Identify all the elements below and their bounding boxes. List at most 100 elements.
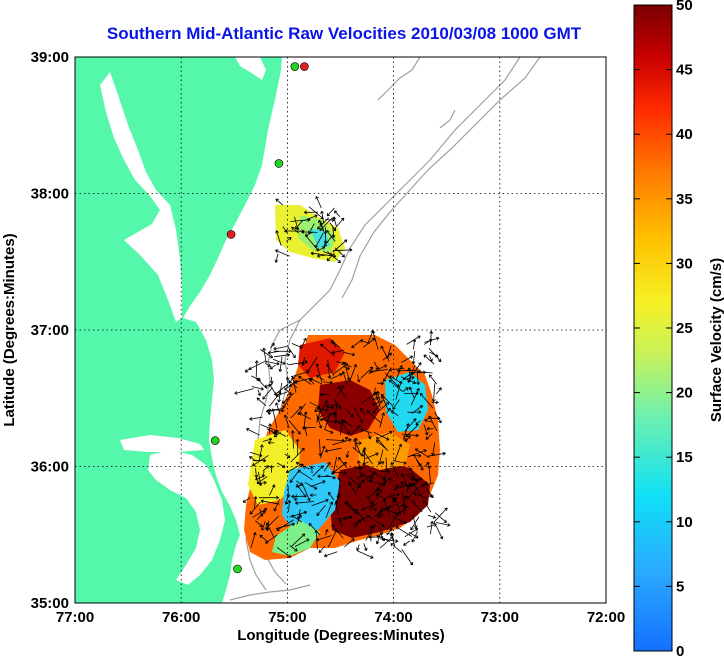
velocity-arrow	[320, 210, 324, 223]
velocity-arrow	[379, 412, 385, 428]
velocity-arrow	[301, 482, 311, 502]
velocity-arrow	[427, 465, 432, 484]
velocity-arrow	[390, 532, 396, 547]
velocity-arrow	[261, 520, 266, 531]
velocity-arrow	[409, 370, 427, 375]
x-tick-label: 76:00	[162, 609, 200, 626]
velocity-arrow	[434, 512, 447, 523]
velocity-arrow	[291, 226, 299, 234]
velocity-arrow	[266, 522, 275, 538]
velocity-arrow	[290, 218, 311, 222]
velocity-arrow	[258, 495, 280, 500]
velocity-arrow	[393, 485, 405, 491]
velocity-arrow	[337, 385, 348, 399]
velocity-arrow	[331, 349, 344, 355]
velocity-arrow	[311, 498, 329, 507]
velocity-field	[244, 205, 440, 560]
velocity-arrow	[375, 534, 381, 545]
velocity-arrow	[323, 551, 338, 558]
velocity-arrow	[403, 540, 410, 546]
velocity-arrow	[291, 343, 303, 349]
velocity-arrow	[407, 482, 417, 487]
velocity-arrow	[334, 210, 341, 217]
velocity-arrow	[375, 489, 382, 500]
velocity-arrow	[315, 407, 329, 412]
velocity-arrow	[408, 472, 419, 482]
velocity-arrow	[288, 360, 308, 366]
y-tick-label: 37:00	[31, 322, 69, 339]
velocity-arrow	[249, 416, 263, 421]
velocity-arrow	[326, 438, 345, 443]
velocity-arrow	[334, 493, 341, 506]
velocity-arrow	[325, 501, 334, 519]
velocity-arrow	[319, 221, 325, 232]
velocity-arrow	[297, 469, 313, 481]
y-tick-label: 39:00	[31, 49, 69, 66]
velocity-arrow	[423, 338, 433, 345]
station-marker-red	[226, 230, 236, 239]
velocity-arrow	[319, 217, 333, 231]
velocity-arrow	[423, 354, 435, 365]
velocity-arrow	[249, 451, 263, 458]
velocity-arrow	[386, 528, 393, 536]
velocity-arrow	[252, 455, 269, 467]
velocity-arrow	[367, 431, 372, 440]
velocity-arrow	[270, 342, 275, 349]
chart-title: Southern Mid-Atlantic Raw Velocities 201…	[107, 24, 582, 43]
velocity-arrow	[395, 526, 413, 537]
velocity-arrow	[269, 484, 276, 496]
station-marker-green	[210, 436, 220, 445]
velocity-arrow	[365, 524, 376, 541]
velocity-arrow	[416, 367, 420, 385]
velocity-arrow	[375, 493, 383, 499]
velocity-arrow	[411, 499, 423, 513]
velocity-arrow	[426, 488, 434, 499]
velocity-arrow	[294, 538, 310, 547]
velocity-arrow	[276, 546, 292, 558]
velocity-arrow	[296, 509, 301, 520]
velocity-arrow	[407, 410, 422, 414]
velocity-arrow	[378, 449, 384, 465]
velocity-arrow	[290, 370, 310, 378]
velocity-arrow	[393, 496, 400, 511]
velocity-arrow	[361, 502, 379, 511]
colorbar-tick-label: 20	[676, 385, 693, 402]
colorbar-tick-label: 15	[676, 449, 693, 466]
velocity-arrow	[265, 515, 279, 530]
velocity-arrow	[395, 380, 403, 400]
velocity-arrow	[242, 497, 251, 503]
velocity-arrow	[248, 360, 267, 370]
velocity-arrow	[330, 373, 343, 380]
velocity-arrow	[394, 443, 403, 462]
velocity-arrow	[321, 400, 328, 411]
velocity-arrow	[406, 483, 412, 490]
velocity-arrow	[324, 447, 342, 453]
velocity-arrow	[390, 494, 396, 503]
velocity-arrow	[291, 533, 306, 547]
velocity-arrow	[253, 496, 258, 509]
velocity-arrow	[278, 356, 283, 372]
velocity-arrow	[353, 406, 363, 423]
velocity-arrow	[259, 508, 264, 517]
velocity-arrow	[373, 361, 379, 370]
velocity-arrow	[384, 457, 389, 472]
velocity-arrow	[427, 451, 446, 457]
velocity-arrow	[288, 375, 297, 384]
velocity-arrow	[388, 477, 393, 484]
velocity-arrow	[303, 210, 319, 215]
velocity-arrow	[325, 404, 337, 408]
velocity-arrow	[254, 468, 259, 478]
velocity-arrow	[268, 423, 272, 434]
velocity-arrow	[323, 380, 333, 385]
velocity-arrow	[428, 348, 442, 363]
velocity-arrow	[319, 392, 329, 397]
y-tick-labels: 35:00 36:00 37:00 38:00 39:00	[31, 49, 69, 612]
velocity-arrow	[427, 514, 436, 519]
velocity-arrow	[343, 351, 356, 357]
velocity-arrow	[411, 405, 424, 414]
velocity-arrow	[433, 521, 444, 540]
velocity-arrow	[362, 447, 367, 465]
velocity-arrow	[324, 529, 329, 536]
velocity-arrow	[330, 340, 341, 349]
velocity-arrow	[249, 456, 257, 462]
